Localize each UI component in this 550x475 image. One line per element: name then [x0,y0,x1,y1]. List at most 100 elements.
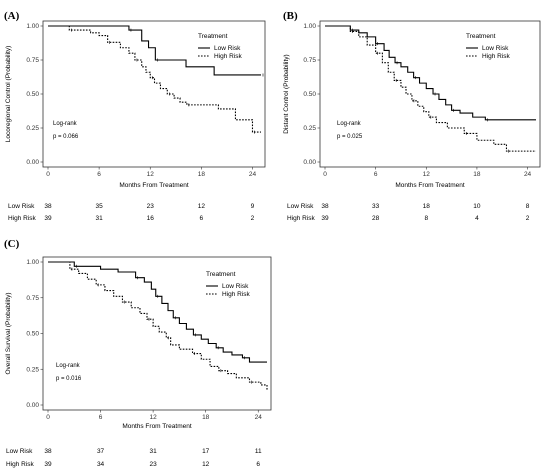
risk-cell: 33 [372,203,380,210]
y-tick-label: 0.50 [303,91,316,98]
legend-label-low-risk: Low Risk [222,283,249,290]
plot-frame [42,256,272,411]
logrank-label: Log-rank [56,363,81,369]
risk-cell: 38 [44,448,52,455]
y-tick-label: 0.50 [26,91,39,98]
risk-cell: 12 [202,461,210,468]
x-tick-label: 18 [202,414,210,421]
chart-panel-1: (A) 0.00 0.25 0.50 0.75 1.00 0 6 12 18 24 Months Fr… [4,10,266,222]
x-tick-label: 0 [46,171,50,178]
risk-row-label: High Risk [287,215,316,222]
risk-cell: 12 [198,203,206,210]
risk-row-label: Low Risk [287,203,314,210]
risk-cell: 37 [97,448,105,455]
x-tick-label: 24 [249,171,257,178]
y-tick-label: 1.00 [26,23,39,30]
p-value: p = 0.016 [56,376,82,382]
km-curve-low-risk [325,25,536,121]
risk-cell: 38 [44,203,52,210]
x-tick-label: 0 [46,414,50,421]
y-tick-label: 0.75 [26,295,39,302]
legend-label-high-risk: High Risk [222,291,251,298]
x-axis-title: Months From Treatment [395,182,465,189]
chart-panel-3: (C) 0.00 0.25 0.50 0.75 1.00 0 6 12 18 24 Months Fr… [4,238,272,468]
y-axis-title: Distant Control (Probability) [283,54,290,133]
x-tick-label: 12 [147,171,155,178]
y-tick-label: 0.25 [303,125,316,132]
risk-cell: 23 [150,461,158,468]
risk-cell: 10 [473,203,481,210]
risk-table: Low Risk 38 37 31 17 11 High Risk 39 34 23 12 6 [6,448,262,468]
risk-cell: 39 [44,461,52,468]
risk-cell: 11 [255,448,262,455]
legend-title: Treatment [198,33,228,40]
p-value: p = 0.066 [53,134,79,140]
legend-title: Treatment [466,33,496,40]
legend-label-low-risk: Low Risk [214,45,241,52]
x-axis-title: Months From Treatment [119,182,189,189]
risk-row-label: High Risk [6,461,35,468]
x-tick-label: 6 [97,171,101,178]
logrank-label: Log-rank [337,121,362,127]
panel-label: (A) [4,10,20,22]
risk-cell: 35 [96,203,104,210]
risk-cell: 17 [202,448,210,455]
y-tick-label: 0.00 [26,402,39,409]
y-axis-title: Locoregional Control (Probability) [5,46,12,142]
y-tick-label: 0.00 [303,159,316,166]
risk-row-label: Low Risk [8,203,35,210]
risk-cell: 31 [150,448,158,455]
risk-cell: 4 [475,215,479,222]
x-axis-title: Months From Treatment [122,423,192,430]
risk-cell: 8 [526,203,530,210]
risk-row-label: Low Risk [6,448,33,455]
x-tick-label: 18 [198,171,206,178]
legend-label-high-risk: High Risk [482,53,511,60]
panel-label: (C) [4,238,20,250]
km-curve-high-risk [325,25,536,152]
risk-cell: 6 [256,461,260,468]
y-tick-label: 0.25 [26,366,39,373]
risk-row-label: High Risk [8,215,37,222]
x-tick-label: 12 [150,414,158,421]
y-tick-label: 0.75 [26,57,39,64]
risk-cell: 8 [424,215,428,222]
plot-frame [42,20,266,168]
y-tick-label: 0.25 [26,125,39,132]
risk-cell: 6 [200,215,204,222]
risk-cell: 28 [372,215,380,222]
x-tick-label: 18 [473,171,481,178]
x-tick-label: 24 [524,171,532,178]
x-tick-label: 6 [99,414,103,421]
risk-cell: 23 [147,203,155,210]
risk-cell: 16 [147,215,155,222]
risk-cell: 2 [526,215,530,222]
km-curve-high-risk [48,261,268,391]
y-tick-label: 1.00 [303,23,316,30]
logrank-label: Log-rank [53,121,78,127]
y-tick-label: 0.75 [303,57,316,64]
x-tick-label: 24 [255,414,263,421]
risk-cell: 38 [321,203,329,210]
km-curve-high-risk [48,25,261,133]
y-tick-label: 1.00 [26,259,39,266]
risk-table: Low Risk 38 35 23 12 9 High Risk 39 31 16 6 2 [8,203,255,222]
p-value: p = 0.025 [337,134,363,140]
panel-label: (B) [283,10,298,22]
legend-label-low-risk: Low Risk [482,45,509,52]
risk-cell: 9 [251,203,255,210]
risk-table: Low Risk 38 33 18 10 8 High Risk 39 28 8 4 2 [287,203,530,222]
risk-cell: 18 [423,203,431,210]
risk-cell: 39 [44,215,52,222]
y-tick-label: 0.00 [26,159,39,166]
risk-cell: 39 [321,215,329,222]
x-tick-label: 6 [374,171,378,178]
risk-cell: 34 [97,461,105,468]
y-tick-label: 0.50 [26,331,39,338]
